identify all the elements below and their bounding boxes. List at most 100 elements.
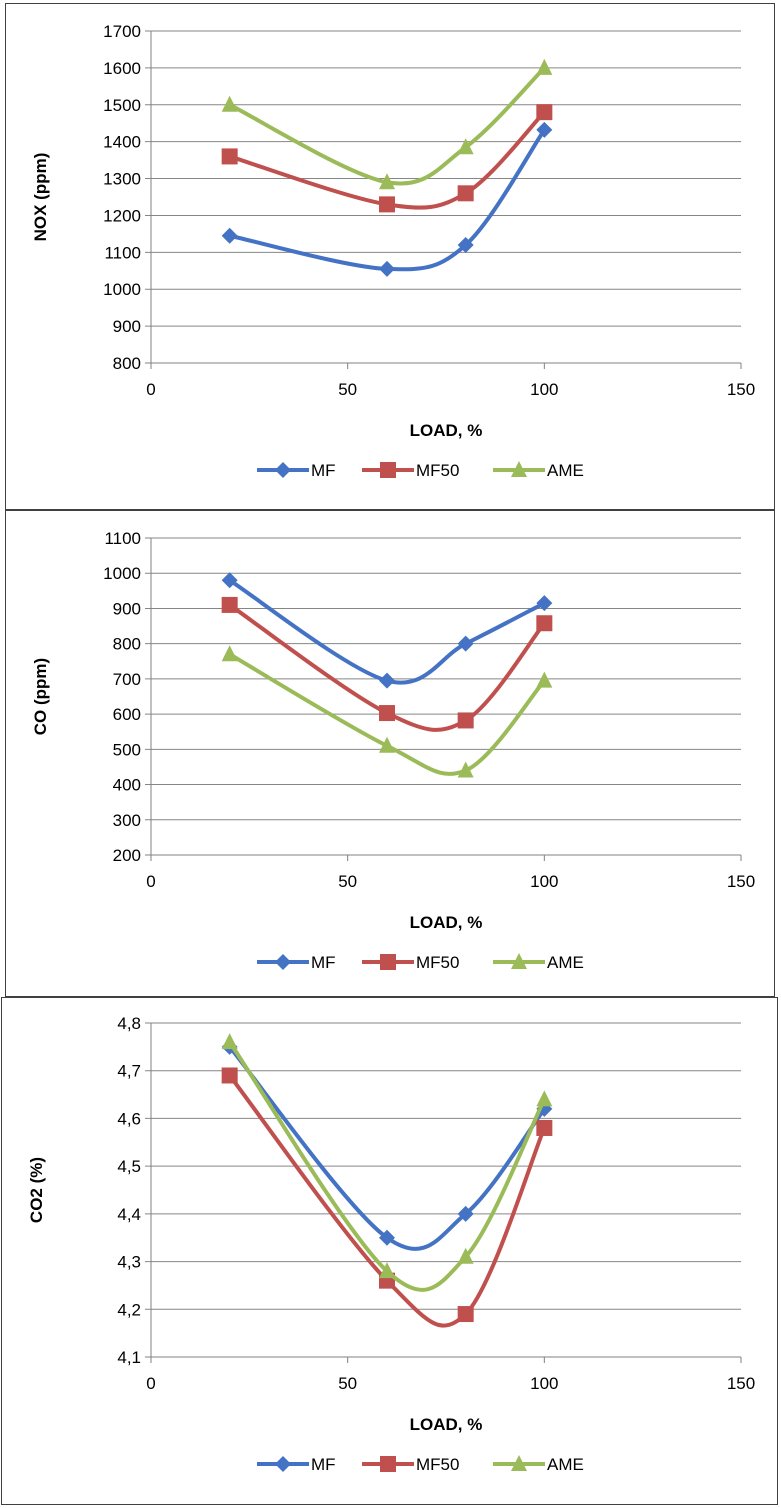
nox-chart-panel: 800 900 1000 1100 1200 1300 1400 1500 1600 1700 0 5… [5,3,775,510]
y-tick-label: 4,7 [117,1062,141,1081]
data-point [457,185,474,202]
legend-label: MF50 [416,953,459,972]
data-point [221,572,238,589]
legend-item-ame: AME [493,953,584,972]
y-tick-label: 4,6 [117,1109,141,1128]
data-point [379,705,395,722]
data-point [379,173,395,190]
legend-item-mf50: MF50 [362,1455,459,1474]
data-point [221,148,238,165]
x-tick-label: 0 [146,1374,155,1393]
legend-item-ame: AME [493,461,584,480]
series-line [228,603,546,732]
data-point [457,1306,474,1323]
y-tick-label: 800 [113,635,141,654]
data-point [221,227,238,244]
legend-label: AME [547,1455,584,1474]
data-point [536,671,553,688]
x-tick-label: 50 [338,1374,357,1393]
legend-label: AME [547,461,584,480]
series-line [228,66,546,186]
data-point [457,712,474,729]
x-tick-label: 100 [530,872,558,891]
data-point [221,1033,238,1050]
y-tick-label: 1200 [103,206,141,225]
y-tick-label: 4,1 [117,1348,141,1367]
y-tick-label: 1500 [103,96,141,115]
y-tick-label: 1700 [103,22,141,41]
y-tick-label: 900 [113,317,141,336]
legend-marker [380,954,396,970]
series-ame [221,645,553,778]
data-point [379,260,395,277]
legend-item-mf50: MF50 [362,953,459,972]
series-ame [221,58,553,190]
y-tick-label: 500 [113,740,141,759]
x-tick-label: 150 [727,1374,755,1393]
x-tick-label: 100 [530,1374,558,1393]
legend-marker [511,1455,527,1471]
data-point [379,736,395,753]
chart-svg: 200 300 400 500 600 700 800 900 1000 1100 0 50 100 15… [31,529,755,972]
x-tick-label: 50 [338,872,357,891]
y-tick-label: 800 [113,354,141,373]
y-tick-label: 1100 [104,243,141,262]
y-tick-label: 300 [113,811,141,830]
y-tick-label: 400 [113,776,141,795]
y-tick-label: 1100 [104,529,141,548]
data-point [221,596,238,613]
legend-label: AME [547,953,584,972]
legend-label: MF [311,1455,336,1474]
legend-marker [511,461,527,477]
y-tick-label: 900 [113,599,141,618]
series-line [228,578,546,685]
y-axis-title: CO (ppm) [31,658,50,735]
data-point [379,1262,395,1279]
y-axis-title: CO2 (%) [27,1157,46,1223]
x-tick-label: 150 [727,872,755,891]
y-tick-label: 4,5 [117,1157,141,1176]
series-line [229,110,546,210]
y-axis-title: NOX (ppm) [31,153,50,242]
series-mf50 [221,596,553,732]
y-tick-label: 600 [113,705,141,724]
y-tick-label: 200 [113,846,141,865]
legend-marker [380,1456,396,1472]
chart-svg: 800 900 1000 1100 1200 1300 1400 1500 1600 1700 0 5… [31,22,755,480]
legend-item-ame: AME [493,1455,584,1474]
series-ame [221,1033,553,1292]
legend-label: MF [311,461,336,480]
legend-label: MF [311,953,336,972]
legend-item-mf: MF [257,461,336,480]
legend-marker [275,462,291,478]
series-line [228,652,546,776]
y-tick-label: 1600 [103,59,141,78]
x-axis-title: LOAD, % [410,421,483,440]
data-point [457,138,474,155]
data-point [379,1229,395,1246]
data-point [536,615,553,632]
x-tick-label: 0 [146,872,155,891]
data-point [457,1247,474,1264]
co2-chart-panel: 4,1 4,2 4,3 4,4 4,5 4,6 4,7 4,8 0 50 100 150 LOAD, %… [1,997,778,1505]
y-tick-label: 4,4 [117,1205,141,1224]
data-point [536,104,553,121]
legend-label: MF50 [416,1455,459,1474]
legend-marker [511,953,527,969]
data-point [221,1067,238,1084]
data-point [221,95,238,112]
data-point [536,1090,553,1107]
legend-label: MF50 [416,461,459,480]
data-point [457,236,474,253]
series-mf50 [221,104,553,213]
legend-item-mf: MF [257,953,336,972]
data-point [536,1119,553,1136]
series-line [229,128,546,272]
data-point [536,121,553,138]
x-tick-label: 100 [530,380,558,399]
y-tick-label: 4,3 [117,1253,141,1272]
data-point [379,196,395,213]
x-tick-label: 150 [727,380,755,399]
data-point [457,761,474,778]
y-tick-label: 1000 [103,564,141,583]
